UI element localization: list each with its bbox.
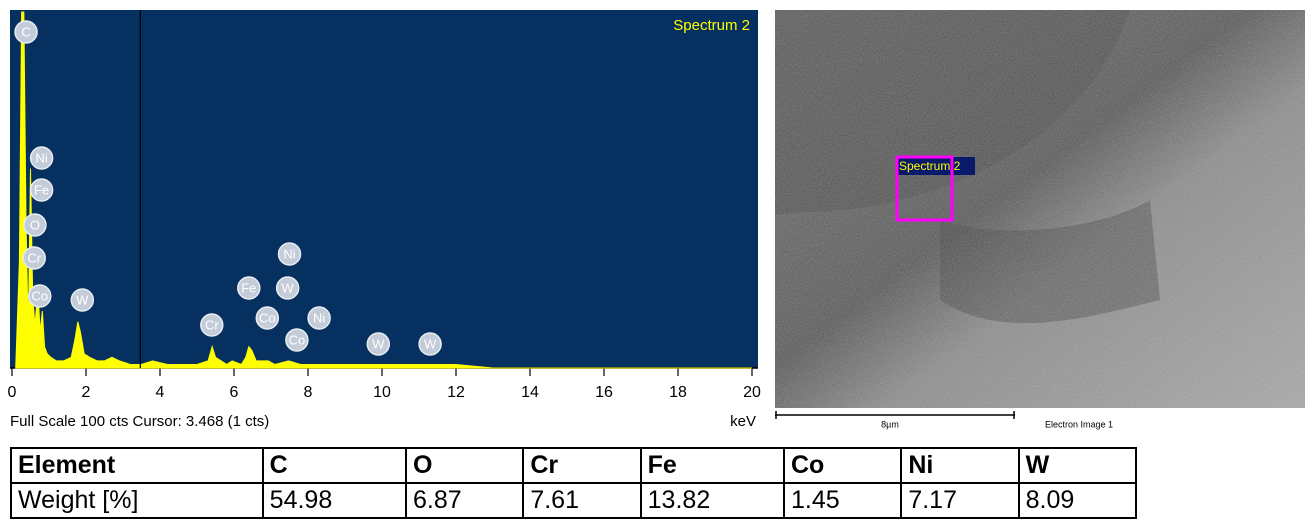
peak-label: O [24,214,46,236]
table-cell: 6.87 [406,483,523,518]
x-tick-label: 4 [156,384,165,401]
peak-label: Fe [238,277,260,299]
electron-image: Spectrum 2 8µm Electron Image 1 [775,10,1305,429]
plot-area [10,10,758,368]
header-cell: Fe [641,448,784,483]
x-tick-label: 0 [8,384,17,401]
peak-label: W [71,289,93,311]
peak-label: Co [256,307,278,329]
peak-label: Cr [23,247,45,269]
scale-label: 8µm [881,419,899,429]
peak-label-text: Fe [34,182,49,197]
x-tick-label: 8 [304,384,313,401]
peak-label-text: C [21,24,30,39]
peak-label: W [367,333,389,355]
peak-label: W [419,333,441,355]
image-texture [775,10,1305,408]
peak-label-text: Co [259,310,276,325]
peak-label: Ni [279,243,301,265]
x-tick-label: 20 [743,384,761,401]
peak-label: Cr [201,314,223,336]
peak-label: Co [286,329,308,351]
x-tick-label: 18 [669,384,687,401]
x-tick-label: 16 [595,384,613,401]
peak-label: Co [29,285,51,307]
table-cell: Weight [%] [11,483,263,518]
x-tick-label: 14 [521,384,539,401]
peak-label-text: Ni [313,310,325,325]
peak-label-text: Cr [27,250,41,265]
peak-label-text: W [282,280,295,295]
header-cell: O [406,448,523,483]
peak-label: Fe [31,179,53,201]
peak-label-text: W [424,336,437,351]
peak-label-text: Co [289,332,306,347]
header-cell: Element [11,448,263,483]
table-cell: 13.82 [641,483,784,518]
peak-label-text: Ni [35,150,47,165]
scale-bar [775,411,1015,419]
x-axis-label: keV [730,413,756,430]
image-caption: Electron Image 1 [1045,419,1113,429]
peak-label-text: W [76,292,89,307]
table-cell: 1.45 [784,483,901,518]
peak-label: Ni [31,147,53,169]
table-cell: 7.17 [901,483,1018,518]
header-cell: Ni [901,448,1018,483]
peak-label-text: Co [31,288,48,303]
x-tick-label: 12 [447,384,465,401]
peak-label: W [277,277,299,299]
header-cell: Co [784,448,901,483]
peak-label-text: Ni [283,246,295,261]
header-cell: C [263,448,406,483]
peak-label-text: O [30,217,40,232]
x-tick-label: 2 [82,384,91,401]
table-cell: 54.98 [263,483,406,518]
peak-label-text: Cr [205,317,219,332]
peak-label: C [15,21,37,43]
chart-title: Spectrum 2 [673,17,750,34]
table-cell: 7.61 [523,483,640,518]
page: Spectrum 2 Full Scale 100 cts Cursor: 3.… [0,0,1308,522]
header-cell: W [1019,448,1136,483]
status-text: Full Scale 100 cts Cursor: 3.468 (1 cts) [10,413,269,430]
peak-label-text: W [372,336,385,351]
x-tick-label: 10 [373,384,391,401]
peak-label-text: Fe [241,280,256,295]
x-tick-label: 6 [230,384,239,401]
table-cell: 8.09 [1019,483,1136,518]
chart: Spectrum 2 Full Scale 100 cts Cursor: 3.… [0,0,1308,445]
header-cell: Cr [523,448,640,483]
peak-label: Ni [308,307,330,329]
